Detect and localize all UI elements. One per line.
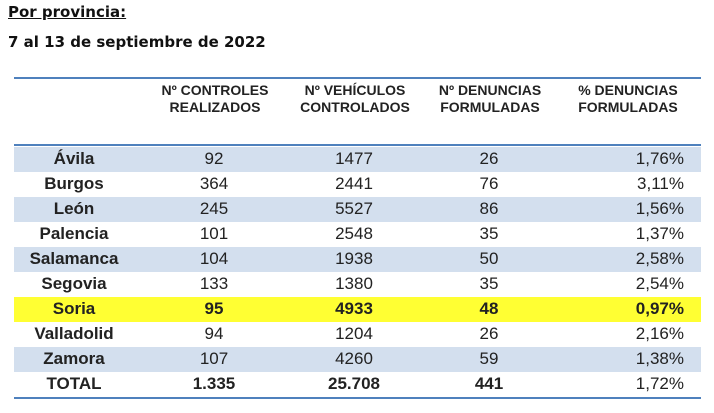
header-line: FORMULADAS: [440, 99, 540, 115]
total-controles: 1.335: [192, 374, 236, 393]
table-row: León 245 5527 86 1,56%: [14, 197, 701, 222]
cell-denuncias: 35: [479, 224, 499, 243]
cell-denuncias: 86: [479, 199, 499, 218]
total-row: TOTAL 1.335 25.708 441 1,72%: [14, 372, 701, 397]
cell-vehiculos: 1380: [335, 274, 373, 293]
cell-porcentaje: 0,97%: [635, 299, 684, 318]
total-label: TOTAL: [46, 374, 102, 393]
cell-province: Salamanca: [29, 249, 119, 268]
cell-vehiculos: 1477: [335, 149, 373, 168]
cell-porcentaje: 2,54%: [635, 274, 684, 293]
header-line: CONTROLADOS: [300, 99, 410, 115]
cell-vehiculos: 2441: [335, 174, 373, 193]
cell-vehiculos: 4260: [335, 349, 373, 368]
table-bottom-rule: [14, 397, 701, 399]
cell-porcentaje: 1,76%: [635, 149, 684, 168]
cell-porcentaje: 1,56%: [635, 199, 684, 218]
table-row: Burgos 364 2441 76 3,11%: [14, 172, 701, 197]
table-row: Zamora 107 4260 59 1,38%: [14, 347, 701, 372]
cell-controles: 245: [199, 199, 229, 218]
cell-vehiculos: 5527: [335, 199, 373, 218]
cell-vehiculos: 4933: [335, 299, 373, 318]
cell-controles: 133: [199, 274, 229, 293]
cell-controles: 92: [204, 149, 224, 168]
table-top-rule: [14, 77, 701, 79]
header-porcentaje: % DENUNCIAS FORMULADAS: [558, 82, 698, 116]
heading: Por provincia:: [8, 3, 127, 21]
header-controles: Nº CONTROLES REALIZADOS: [145, 82, 285, 116]
cell-province: Segovia: [41, 274, 107, 293]
header-line: REALIZADOS: [169, 99, 261, 115]
cell-controles: 364: [199, 174, 229, 193]
cell-vehiculos: 1938: [335, 249, 373, 268]
table-row: Soria 95 4933 48 0,97%: [14, 297, 701, 322]
cell-denuncias: 76: [479, 174, 499, 193]
subheading: 7 al 13 de septiembre de 2022: [8, 33, 266, 51]
cell-vehiculos: 2548: [335, 224, 373, 243]
header-denuncias: Nº DENUNCIAS FORMULADAS: [420, 82, 560, 116]
cell-province: León: [53, 199, 95, 218]
cell-denuncias: 48: [479, 299, 499, 318]
table-row: Valladolid 94 1204 26 2,16%: [14, 322, 701, 347]
header-line: Nº VEHÍCULOS: [304, 82, 406, 98]
header-line: FORMULADAS: [578, 99, 678, 115]
cell-province: Soria: [52, 299, 96, 318]
total-vehiculos: 25.708: [328, 374, 380, 393]
cell-denuncias: 50: [479, 249, 499, 268]
cell-controles: 94: [204, 324, 224, 343]
cell-denuncias: 35: [479, 274, 499, 293]
cell-vehiculos: 1204: [335, 324, 373, 343]
cell-controles: 107: [199, 349, 229, 368]
cell-porcentaje: 2,16%: [635, 324, 684, 343]
total-porcentaje: 1,72%: [635, 374, 684, 393]
cell-province: Zamora: [43, 349, 105, 368]
cell-porcentaje: 1,37%: [635, 224, 684, 243]
table-row: Salamanca 104 1938 50 2,58%: [14, 247, 701, 272]
cell-porcentaje: 1,38%: [635, 349, 684, 368]
header-line: % DENUNCIAS: [578, 82, 678, 98]
total-denuncias: 441: [474, 374, 504, 393]
cell-controles: 95: [204, 299, 224, 318]
cell-denuncias: 59: [479, 349, 499, 368]
cell-denuncias: 26: [479, 149, 499, 168]
cell-province: Burgos: [44, 174, 104, 193]
table-row: Palencia 101 2548 35 1,37%: [14, 222, 701, 247]
cell-province: Ávila: [53, 149, 95, 168]
cell-controles: 101: [199, 224, 229, 243]
header-line: Nº CONTROLES: [161, 82, 269, 98]
table-row: Ávila 92 1477 26 1,76%: [14, 147, 701, 172]
cell-porcentaje: 3,11%: [637, 174, 684, 193]
cell-province: Palencia: [39, 224, 109, 243]
cell-denuncias: 26: [479, 324, 499, 343]
cell-province: Valladolid: [34, 324, 114, 343]
header-line: Nº DENUNCIAS: [438, 82, 542, 98]
cell-controles: 104: [199, 249, 229, 268]
header-vehiculos: Nº VEHÍCULOS CONTROLADOS: [285, 82, 425, 116]
cell-porcentaje: 2,58%: [635, 249, 684, 268]
table-row: Segovia 133 1380 35 2,54%: [14, 272, 701, 297]
header-rule: [14, 144, 701, 146]
